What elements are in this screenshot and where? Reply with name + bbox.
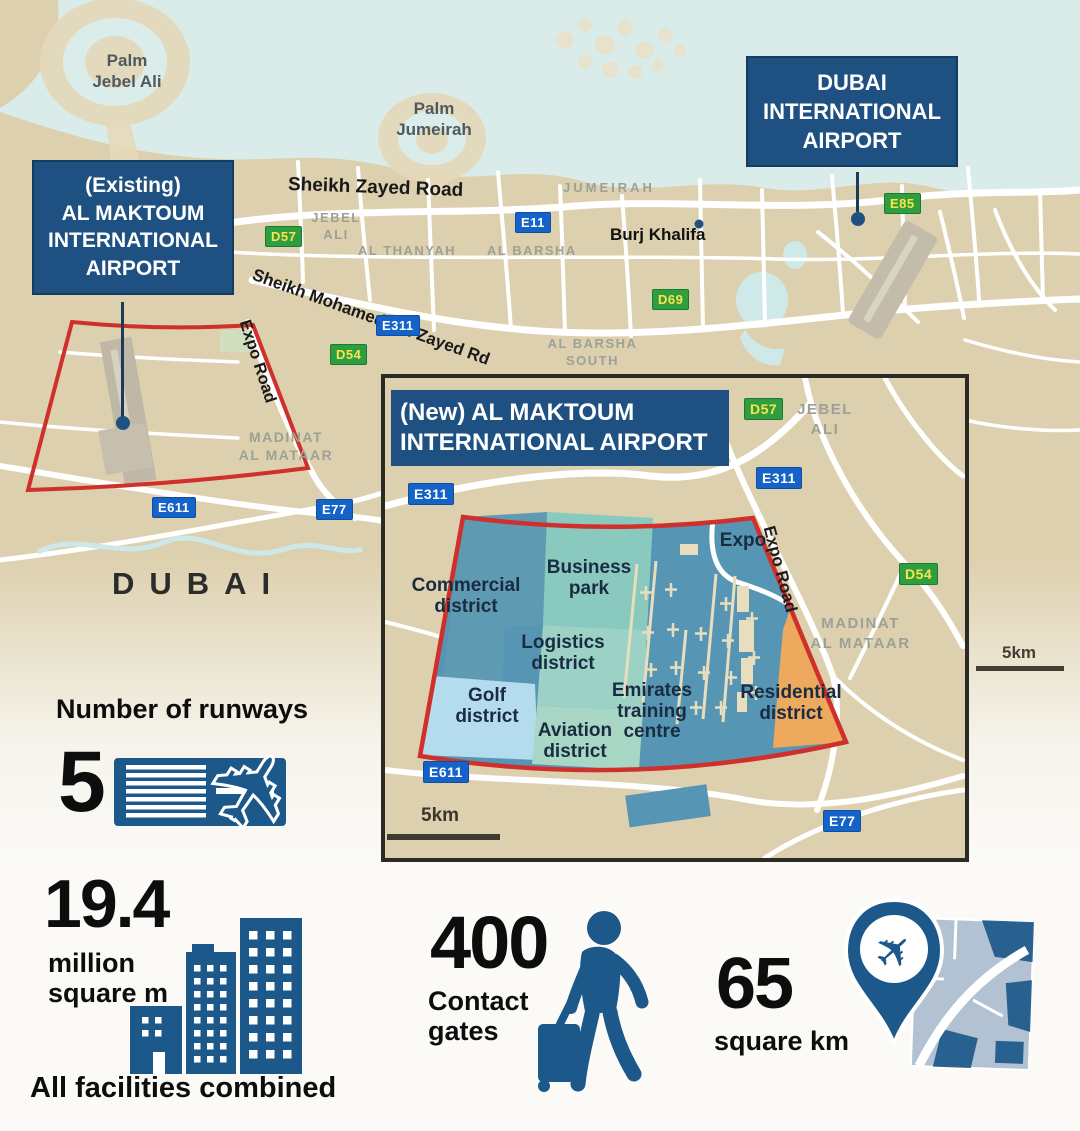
svg-text:✈: ✈ — [184, 726, 317, 855]
label-dubai: DUBAI — [112, 566, 286, 601]
inset-road-badge-d54: D54 — [899, 563, 939, 585]
world-islands — [556, 18, 686, 79]
runways-value: 5 — [58, 734, 106, 830]
district-label-emirates-training: Emirates training centre — [611, 680, 693, 743]
road-badge-e311: E311 — [376, 315, 420, 336]
site-area-value: 65 — [716, 944, 794, 1024]
existing-airport-dot — [116, 416, 130, 430]
runway-plane-icon: ✈ — [114, 726, 317, 858]
district-label-golf: Golf district — [455, 685, 519, 727]
district-label-expo: Expo — [719, 530, 767, 551]
buildings-icon — [130, 918, 302, 1074]
label-burj-khalifa: Burj Khalifa — [610, 225, 706, 244]
district-label-aviation: Aviation district — [537, 720, 613, 762]
label-al-thanyah: AL THANYAH — [358, 243, 457, 258]
existing-airport-leader-line — [121, 302, 124, 417]
map-scale-label: 5km — [1002, 643, 1037, 662]
inset-map: (New) AL MAKTOUM INTERNATIONAL AIRPORT D… — [381, 374, 969, 862]
label-palm-jebel-ali: Palm Jebel Ali — [92, 51, 162, 92]
gates-label: Contact gates — [428, 986, 529, 1047]
road-badge-e611: E611 — [152, 497, 196, 518]
district-label-business-park: Business park — [546, 557, 632, 599]
palm-jumeirah-island — [378, 93, 486, 197]
inset-road-badge-d57: D57 — [744, 398, 784, 420]
creek-lagoon — [736, 241, 807, 366]
inset-road-badge-e311-right: E311 — [756, 467, 802, 489]
site-area-label: square km — [714, 1026, 850, 1056]
dxb-runways — [848, 221, 937, 339]
label-al-barsha: AL BARSHA — [487, 243, 577, 258]
label-palm-jumeirah: Palm Jumeirah — [396, 99, 472, 140]
district-golf-shape — [421, 676, 538, 760]
runways-title: Number of runways — [56, 694, 309, 724]
burj-khalifa-marker — [694, 219, 704, 229]
district-residential-shape — [773, 606, 846, 748]
district-logistics-shape — [537, 625, 647, 710]
district-label-logistics: Logistics district — [521, 632, 605, 674]
traveler-icon — [538, 911, 649, 1092]
road-badge-d69: D69 — [652, 289, 690, 310]
map-scale-bar — [976, 666, 1064, 671]
expo-site-outline — [709, 519, 793, 609]
floor-area-caption: All facilities combined — [30, 1072, 337, 1104]
road-badge-d54: D54 — [330, 344, 368, 365]
dubai-intl-dot — [851, 212, 865, 226]
inset-road-badge-e77: E77 — [823, 810, 862, 832]
inset-title: (New) AL MAKTOUM INTERNATIONAL AIRPORT — [391, 390, 729, 466]
district-aviation-shape — [532, 706, 643, 770]
new-airport-boundary — [417, 514, 850, 773]
road-badge-d57: D57 — [265, 226, 303, 247]
road-badge-e11: E11 — [515, 212, 551, 233]
label-madinat-al-mataar: MADINAT AL MATAAR — [238, 429, 334, 464]
callout-dubai-international: DUBAI INTERNATIONAL AIRPORT — [746, 56, 958, 168]
inset-label-jebel-ali: JEBEL ALI — [797, 401, 853, 438]
road-badge-e77: E77 — [316, 499, 353, 520]
gates-value: 400 — [430, 901, 549, 984]
existing-airport-runways — [98, 336, 157, 486]
district-business-park-shape — [543, 512, 653, 630]
road-badge-e85: E85 — [884, 193, 921, 214]
label-jebel-ali: JEBEL ALI — [311, 210, 361, 242]
palm-jebel-ali-island — [40, 0, 190, 168]
callout-existing-al-maktoum: (Existing) AL MAKTOUM INTERNATIONAL AIRP… — [32, 160, 234, 295]
existing-airport-boundary — [25, 319, 311, 493]
map-pin-icon: ✈ — [843, 897, 1035, 1072]
terminal-buildings — [680, 544, 754, 712]
label-al-barsha-south: AL BARSHA SOUTH — [547, 336, 638, 368]
district-commercial-shape — [441, 512, 549, 698]
district-label-residential: Residential district — [740, 682, 842, 724]
district-label-commercial: Commercial district — [411, 575, 521, 617]
inset-road-badge-e611: E611 — [423, 761, 469, 783]
floor-area-value: 19.4 — [44, 866, 170, 942]
inset-label-madinat-al-mataar: MADINAT AL MATAAR — [810, 615, 911, 652]
floor-area-unit: million square m — [48, 948, 169, 1009]
inset-road-badge-e311-left: E311 — [408, 483, 454, 505]
inset-scale-label: 5km — [421, 805, 460, 826]
dubai-intl-leader-line — [856, 172, 859, 212]
label-jumeirah: JUMEIRAH — [563, 180, 655, 195]
inset-scale-bar — [387, 834, 500, 840]
